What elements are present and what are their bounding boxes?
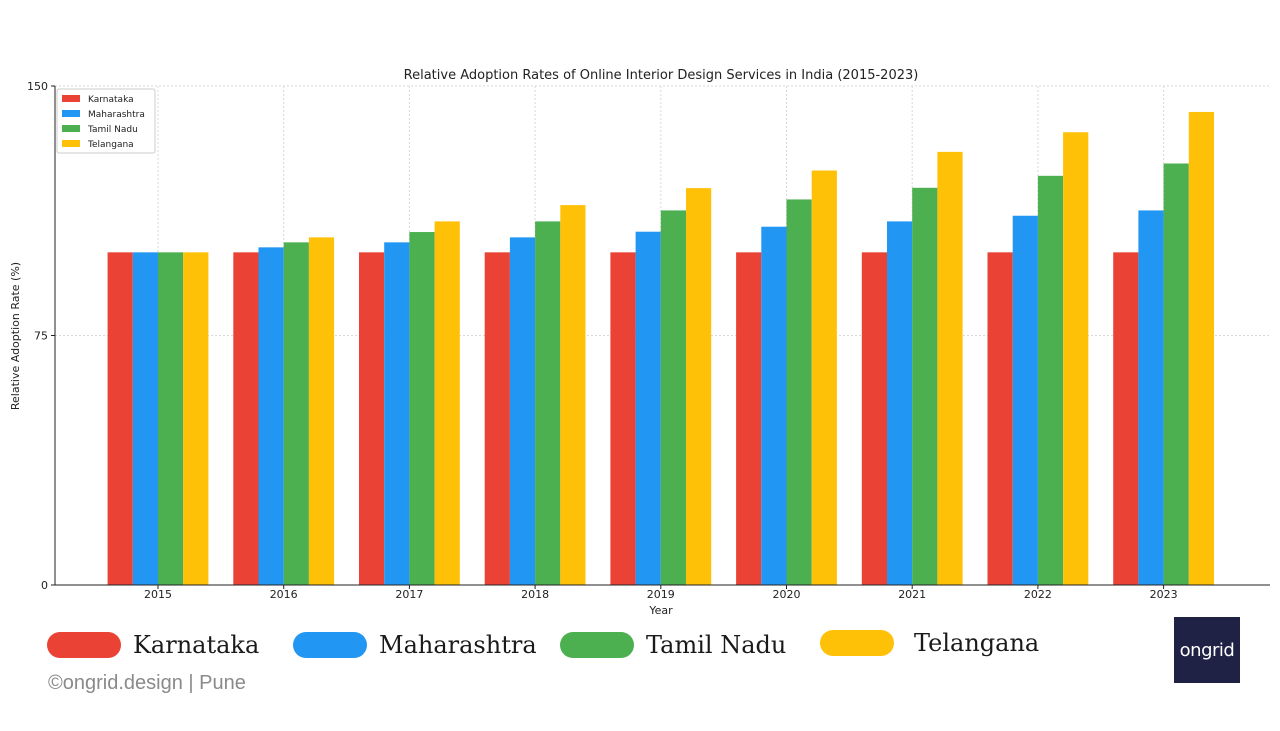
x-tick-label: 2015	[144, 588, 172, 601]
bar-tamil-nadu-2015	[158, 252, 184, 586]
bar-maharashtra-2022	[1012, 215, 1038, 586]
big-legend-item-karnataka: Karnataka	[47, 620, 259, 670]
bar-telangana-2023	[1188, 111, 1214, 585]
bar-maharashtra-2020	[761, 226, 787, 585]
bar-maharashtra-2015	[132, 252, 158, 586]
legend-label-tamil-nadu: Tamil Nadu	[646, 631, 787, 659]
legend-label: Tamil Nadu	[87, 125, 138, 135]
y-tick-label: 75	[34, 330, 48, 343]
legend-swatch	[62, 95, 80, 102]
bar-tamil-nadu-2022	[1037, 175, 1064, 585]
x-axis-label: Year	[648, 604, 673, 617]
legend-swatch	[62, 110, 80, 117]
y-axis-label: Relative Adoption Rate (%)	[9, 262, 22, 410]
legend-label: Maharashtra	[88, 110, 145, 120]
bar-karnataka-2018	[484, 252, 510, 586]
x-tick-label: 2023	[1150, 588, 1178, 601]
y-tick-label: 150	[27, 80, 48, 93]
bar-karnataka-2023	[1113, 252, 1139, 586]
x-tick-label: 2018	[521, 588, 549, 601]
bar-karnataka-2015	[107, 252, 133, 586]
x-tick-label: 2022	[1024, 588, 1052, 601]
legend-label-karnataka: Karnataka	[133, 631, 260, 659]
bar-tamil-nadu-2018	[535, 221, 561, 586]
bar-maharashtra-2023	[1138, 210, 1164, 585]
bar-tamil-nadu-2020	[786, 199, 812, 585]
bar-telangana-2020	[811, 170, 837, 586]
bar-tamil-nadu-2016	[283, 242, 309, 585]
bar-maharashtra-2021	[887, 221, 913, 586]
legend-swatch-maharashtra	[293, 632, 367, 658]
x-tick-label: 2020	[773, 588, 801, 601]
legend-swatch	[62, 140, 80, 147]
legend-label-maharashtra: Maharashtra	[379, 631, 537, 659]
bar-telangana-2015	[183, 252, 209, 586]
chart-legend: Karnataka Maharashtra Tamil Nadu Telangana	[56, 88, 156, 154]
x-tick-label: 2019	[647, 588, 675, 601]
bar-telangana-2019	[686, 188, 712, 585]
bar-karnataka-2019	[610, 252, 636, 586]
legend-box	[56, 88, 156, 154]
bars	[107, 111, 1214, 586]
legend-swatch-karnataka	[47, 632, 121, 658]
x-tick-label: 2017	[395, 588, 423, 601]
bar-maharashtra-2019	[635, 231, 661, 585]
bar-karnataka-2017	[359, 252, 385, 586]
x-tick-label: 2016	[270, 588, 298, 601]
bar-tamil-nadu-2021	[912, 187, 938, 585]
bar-tamil-nadu-2023	[1163, 163, 1189, 585]
chart-title: Relative Adoption Rates of Online Interi…	[404, 68, 919, 83]
bar-chart: Relative Adoption Rates of Online Interi…	[9, 68, 1270, 617]
logo-text: ongrid	[1179, 639, 1235, 661]
big-legend-item-telangana: Telangana	[820, 618, 1039, 668]
x-tick-label: 2021	[898, 588, 926, 601]
legend-swatch	[62, 125, 80, 132]
bar-karnataka-2016	[233, 252, 259, 586]
bar-tamil-nadu-2019	[660, 210, 686, 585]
bar-tamil-nadu-2017	[409, 232, 435, 586]
footer-credit: ©ongrid.design | Pune	[48, 672, 246, 694]
bar-karnataka-2022	[987, 252, 1013, 586]
bar-maharashtra-2016	[258, 247, 284, 586]
bar-telangana-2018	[560, 205, 586, 585]
bar-maharashtra-2018	[509, 237, 536, 585]
legend-swatch-tamil-nadu	[560, 632, 634, 658]
bar-karnataka-2021	[861, 252, 887, 586]
legend-label: Telangana	[87, 140, 134, 150]
legend-label-telangana: Telangana	[914, 629, 1040, 657]
bar-maharashtra-2017	[384, 242, 410, 585]
bar-karnataka-2020	[736, 252, 762, 586]
axes: 0 75 150 2015 2016 2017 2018 2019 2020 2021 2022 20…	[27, 80, 1270, 601]
ongrid-logo: ongrid	[1174, 617, 1240, 683]
bar-telangana-2016	[308, 237, 335, 585]
bar-telangana-2021	[937, 151, 963, 586]
bar-telangana-2022	[1063, 132, 1089, 585]
legend-swatch-telangana	[820, 630, 894, 656]
big-legend-item-maharashtra: Maharashtra	[293, 620, 537, 670]
big-legend-item-tamil-nadu: Tamil Nadu	[560, 620, 786, 670]
legend-label: Karnataka	[88, 95, 134, 105]
big-legend: Karnataka Maharashtra Tamil Nadu Telanga…	[0, 620, 1160, 670]
y-tick-label: 0	[41, 579, 48, 592]
bar-telangana-2017	[434, 221, 460, 586]
